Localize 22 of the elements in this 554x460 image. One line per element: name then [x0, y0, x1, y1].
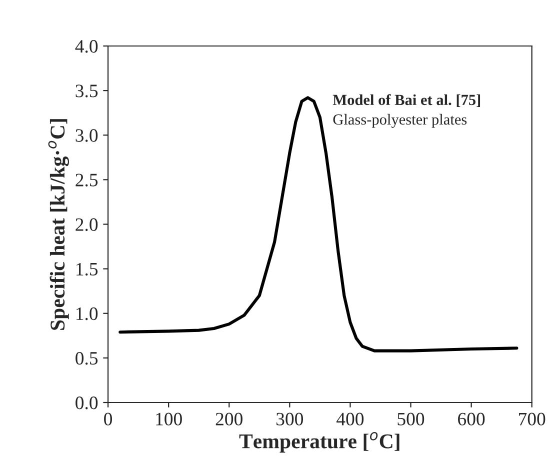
x-tick-label: 700 [519, 412, 546, 426]
y-tick-label: 2.0 [76, 218, 98, 232]
y-tick-label: 3.5 [76, 84, 98, 98]
x-tick-label: 400 [336, 412, 364, 426]
y-tick-label: 0.0 [76, 396, 98, 410]
y-tick-label: 3.0 [76, 129, 98, 142]
y-axis-title: Specific heat [kJ/kg·$^{o}$C] [48, 119, 70, 330]
y-tick-label: 1.5 [76, 262, 98, 276]
x-tick-label: 600 [458, 412, 485, 426]
y-tick-label: 2.5 [76, 174, 98, 186]
x-axis-title: Temperature [$^{o}$C] [239, 432, 400, 453]
line-series [118, 96, 518, 352]
annotation: Model of Bai et al. [75] [332, 94, 480, 107]
y-tick-label: 0.5 [76, 352, 98, 365]
x-tick-label: 100 [156, 412, 182, 426]
x-tick-label: 300 [276, 412, 304, 426]
x-tick-label: 0 [104, 412, 112, 426]
x-tick-label: 500 [398, 412, 424, 426]
y-tick-label: 4.0 [75, 40, 98, 53]
y-tick-label: 1.0 [76, 307, 98, 320]
annotation: Glass-polyester plates [333, 114, 467, 128]
x-tick-label: 200 [216, 412, 242, 426]
